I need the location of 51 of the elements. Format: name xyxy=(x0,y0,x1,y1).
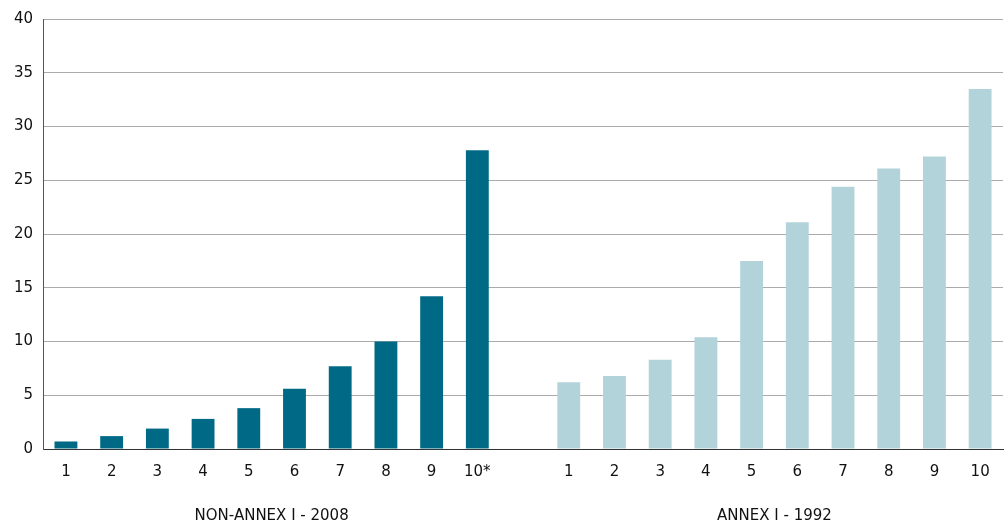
x-tick-label: 9 xyxy=(929,461,940,480)
bar xyxy=(785,222,809,449)
bar xyxy=(100,436,124,449)
bar xyxy=(328,366,352,449)
bar xyxy=(237,408,261,449)
bar xyxy=(145,428,169,449)
x-tick-label: 3 xyxy=(655,461,665,480)
text: NON-ANNEX I - 2008 xyxy=(194,505,349,524)
x-tick-label: 5 xyxy=(244,461,254,480)
x-tick-label: 3 xyxy=(152,461,163,480)
bar xyxy=(923,156,946,449)
y-tick-label: 40 xyxy=(13,8,34,27)
bar xyxy=(740,260,764,449)
bar xyxy=(831,186,855,449)
x-tick-label: 1 xyxy=(563,461,574,480)
x-tick-label: 2 xyxy=(106,461,117,480)
y-tick-label: 20 xyxy=(13,223,34,242)
bar xyxy=(191,418,215,449)
x-tick-label: 4 xyxy=(701,461,711,480)
bar xyxy=(968,88,992,449)
bar xyxy=(877,168,901,449)
bar xyxy=(420,296,444,449)
x-tick-label: 10* xyxy=(464,461,492,480)
x-tick-label: 7 xyxy=(838,461,848,480)
y-tick-label: 25 xyxy=(13,170,34,189)
x-tick-label: 10 xyxy=(970,461,990,480)
bar xyxy=(465,150,489,449)
y-tick-label: 15 xyxy=(13,277,34,296)
x-tick-label: 2 xyxy=(609,461,620,480)
x-tick-label: 8 xyxy=(883,461,894,480)
bar xyxy=(648,359,672,449)
x-tick-label: 1 xyxy=(61,461,71,480)
bar xyxy=(54,441,78,449)
bar xyxy=(283,388,306,449)
bar xyxy=(694,337,718,449)
x-tick-label: 9 xyxy=(426,461,437,480)
y-tick-label: 5 xyxy=(23,385,34,404)
bar xyxy=(557,382,581,449)
y-tick-label: 35 xyxy=(13,62,34,81)
x-tick-label: 4 xyxy=(198,461,208,480)
text: ANNEX I - 1992 xyxy=(717,505,832,524)
y-tick-label: 0 xyxy=(23,438,34,457)
y-tick-label: 10 xyxy=(13,331,34,350)
bar xyxy=(603,375,626,449)
x-tick-label: 8 xyxy=(381,461,391,480)
x-tick-label: 7 xyxy=(335,461,345,480)
x-tick-label: 5 xyxy=(746,461,757,480)
bar xyxy=(374,341,398,449)
x-tick-label: 6 xyxy=(289,461,300,480)
x-tick-label: 6 xyxy=(792,461,803,480)
y-tick-label: 30 xyxy=(13,116,34,135)
